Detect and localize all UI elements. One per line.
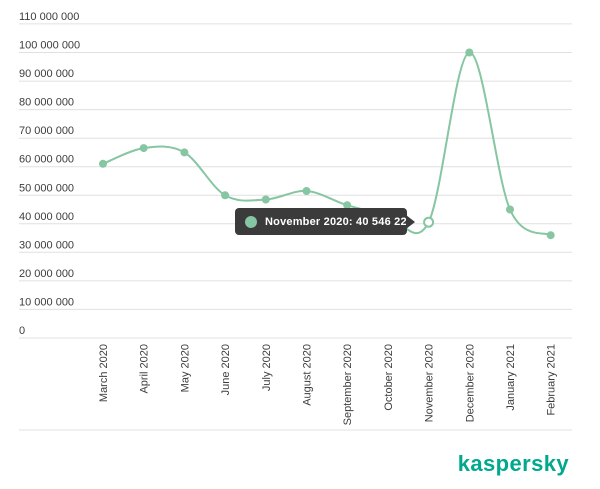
data-point-november-2020[interactable] [423,216,435,228]
y-axis-tick-label: 20 000 000 [19,268,74,280]
y-axis-tick-label: 60 000 000 [19,154,74,166]
x-axis-tick-label: February 2021 [546,344,558,416]
y-axis-tick-label: 70 000 000 [19,125,74,137]
data-point-september-2020[interactable] [343,201,352,210]
data-point-may-2020[interactable] [180,148,189,157]
tooltip-label: November 2020: 40 546 228 [265,215,414,228]
y-axis-tick-label: 80 000 000 [19,97,74,109]
y-axis-tick-label: 90 000 000 [19,68,74,80]
data-point-august-2020[interactable] [302,187,311,195]
y-axis-tick-label: 0 [19,325,25,337]
y-axis-tick-label: 100 000 000 [19,40,80,52]
x-axis-tick-label: June 2020 [220,344,232,395]
x-axis-tick-label: August 2020 [302,344,314,406]
tooltip-arrow-icon [406,214,415,229]
data-point-february-2021[interactable] [546,231,555,240]
x-axis-tick-label: October 2020 [383,344,395,411]
y-axis-tick-label: 40 000 000 [19,211,74,223]
data-point-january-2021[interactable] [506,205,514,214]
x-axis-tick-label: November 2020 [424,344,436,422]
y-axis-tick-label: 10 000 000 [19,296,74,308]
x-axis-tick-label: July 2020 [261,344,273,391]
threats-line-chart[interactable]: 0 10 000 000 20 000 000 30 000 000 40 000 00… [0,0,600,445]
x-axis-tick-label: January 2021 [505,344,517,411]
x-axis-tick-label: September 2020 [342,344,354,425]
x-axis-tick-label: March 2020 [98,344,110,402]
data-point-july-2020[interactable] [261,195,270,204]
y-axis-tick-label: 30 000 000 [19,239,74,251]
series-dot-icon [245,215,257,228]
chart-tooltip: November 2020: 40 546 228 [235,208,415,235]
x-axis-tick-label: December 2020 [464,344,476,422]
data-point-december-2020[interactable] [465,48,474,57]
kaspersky-logo: kaspersky [457,451,569,476]
y-axis-tick-label: 110 000 000 [19,11,79,23]
data-point-march-2020[interactable] [99,159,107,168]
x-axis-tick-label: May 2020 [179,344,191,392]
data-point-april-2020[interactable] [139,144,148,153]
data-point-june-2020[interactable] [221,191,230,200]
x-axis-tick-label: April 2020 [139,344,151,394]
y-axis-tick-label: 50 000 000 [19,182,74,194]
